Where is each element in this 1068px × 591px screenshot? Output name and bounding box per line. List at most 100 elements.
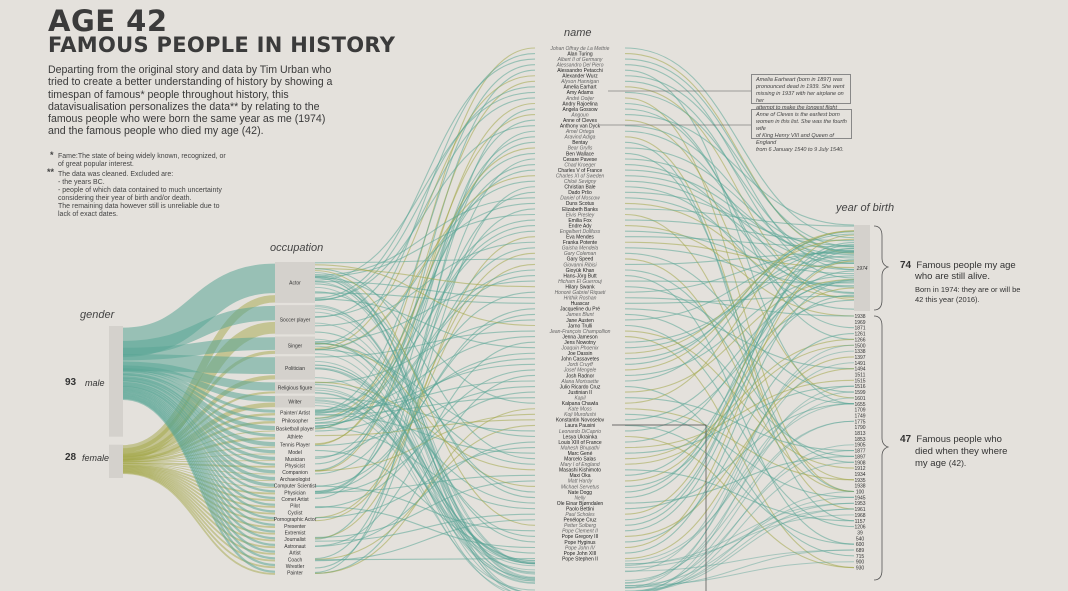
year-label-1266-4: 1266 (854, 337, 865, 343)
alive-sub2: 42 this year (2016). (915, 295, 980, 304)
name-label-alessandro-petacchi: Alessandro Petacchi (557, 68, 603, 74)
occupation-node-religious-figure (275, 381, 315, 394)
year-label-1599-13: 1599 (854, 390, 865, 396)
flow-name-year-17 (624, 141, 855, 522)
flow-occupation-name-67 (314, 419, 536, 437)
flow-occupation-name-76 (314, 381, 536, 471)
flow-gender-occupation-male-9 (122, 372, 276, 437)
flow-name-year-64 (624, 230, 855, 404)
gender-node-male (109, 326, 123, 437)
occupation-label-painter-artist: Painter/ Artist (280, 411, 310, 417)
name-label-pope-john-xiii: Pope John XIII (564, 551, 597, 557)
year-label-600-39: 600 (856, 542, 865, 548)
flow-gender-occupation-female-29 (122, 472, 276, 575)
name-label-elizabeth-banks: Elizabeth Banks (562, 207, 598, 213)
year-label-1749-17: 1749 (854, 413, 865, 419)
flow-name-year-extra-3 (624, 502, 855, 565)
flow-name-year-14 (624, 125, 855, 264)
flow-occupation-name-35 (314, 241, 536, 327)
flow-name-year-34 (624, 236, 855, 248)
flow-occupation-name-extra-26 (314, 308, 536, 574)
year-label-930-43: 930 (856, 566, 865, 572)
flow-name-year-50 (624, 324, 855, 528)
flow-occupation-name-extra-3 (314, 364, 536, 564)
occupation-label-cyclist: Cyclist (288, 510, 303, 516)
flow-name-year-extra-10 (652, 461, 855, 591)
name-label-gary-speed: Gary Speed (567, 257, 594, 263)
flow-name-year-58 (624, 230, 855, 371)
name-label-duns-scotus: Duns Scotus (566, 201, 595, 207)
name-label-konstantin-novoselov: Konstantin Novoselov (556, 418, 605, 424)
fame-note-line2: of great popular interest. (58, 161, 134, 168)
year-label-1709-16: 1709 (854, 408, 865, 414)
flow-occupation-name-extra-5 (314, 392, 536, 579)
name-label-josh-radnor: Josh Radnor (566, 373, 595, 379)
year-label-1908-25: 1908 (854, 460, 865, 466)
earhart-line2: pronounced dead in 1939. She went (756, 84, 845, 90)
flow-occupation-name-73 (314, 414, 536, 454)
name-label-joaquin-phoenix: Joaquin Phoenix (561, 346, 599, 352)
name-label-angela-gossow: Angela Gossow (562, 107, 597, 113)
name-label-aravind-adiga: Aravind Adiga (564, 135, 596, 141)
name-label-pope-gregory-iii: Pope Gregory III (562, 534, 599, 540)
name-label-arnel-ortega: Arnel Ortega (565, 129, 595, 135)
flow-occupation-name-extra-22 (314, 322, 536, 564)
flow-name-year-72 (624, 379, 855, 449)
flow-name-year-74 (624, 338, 855, 460)
flow-occupation-name-23 (314, 175, 536, 351)
flow-occupation-name-extra-8 (314, 306, 536, 575)
gender-axis-title: gender (80, 309, 115, 321)
name-label-paul-scholes: Paul Scholes (565, 512, 595, 518)
name-label-pope-clement-ii: Pope Clement II (562, 529, 598, 535)
occupation-label-physicist: Physicist (285, 464, 305, 470)
flow-occupation-name-38 (314, 258, 536, 264)
flow-occupation-name-extra-21 (314, 377, 536, 562)
year-label-1935-28: 1935 (854, 478, 865, 484)
year-label-1157-35: 1157 (855, 519, 866, 525)
flow-gender-occupation-male-12 (122, 377, 276, 460)
name-label-alan-turing: Alan Turing (567, 51, 593, 57)
year-label-1601-14: 1601 (854, 396, 865, 402)
flow-name-year-extra-17 (630, 420, 855, 591)
flow-gender-occupation-male-20 (122, 388, 276, 513)
name-label-jenna-jameson: Jenna Jameson (562, 334, 598, 340)
name-label-endre-ady: Endre Ady (568, 223, 592, 229)
flow-occupation-name-extra-19 (314, 304, 520, 591)
occupation-label-philosopher: Philosopher (282, 419, 309, 425)
name-label-honor-gabriel-riqueti: Honoré Gabriel Riqueti (555, 290, 607, 296)
flow-gender-occupation-male-6 (122, 368, 276, 413)
occupation-label-presenter: Presenter (284, 524, 306, 530)
flow-gender-occupation-male-1 (122, 305, 276, 356)
name-label-emilia-fox: Emilia Fox (568, 218, 592, 224)
earhart-annotation: Amelia Earheart (born in 1897) was prono… (751, 74, 851, 118)
year-label-1206-36: 1206 (854, 525, 865, 531)
occupation-label-pornographic-actor: Pornographic Actor (274, 517, 317, 523)
flow-occupation-name-84 (314, 513, 536, 542)
occupation-label-actor: Actor (289, 280, 301, 286)
flow-name-year-extra-9 (624, 397, 855, 584)
flow-name-year-80 (624, 241, 855, 493)
flow-occupation-name-89 (314, 331, 536, 543)
flow-name-year-63 (624, 397, 855, 452)
name-label-jens-nowotny: Jens Nowotny (564, 340, 596, 346)
name-label-kapil: Kapil (574, 395, 586, 401)
flow-occupation-name-87 (314, 485, 536, 532)
flow-name-year-62 (624, 278, 855, 393)
dead-line3a: my age (915, 458, 947, 469)
dead-callout-line2: died when they where (915, 446, 1008, 457)
alive-bracket (873, 225, 890, 311)
flow-occupation-name-extra-13 (314, 360, 536, 584)
year-label-1397-7: 1397 (854, 355, 865, 361)
flow-name-year-32 (624, 225, 855, 317)
flow-gender-occupation-male-13 (122, 379, 276, 466)
year-label-39-37: 39 (857, 530, 863, 536)
flow-name-year-90 (624, 260, 855, 549)
year-label-1871-2: 1871 (854, 326, 865, 332)
flow-name-year-extra-16 (649, 444, 855, 591)
flow-occupation-name-90 (314, 506, 536, 549)
occupation-label-basketball-player: Basketball player (276, 427, 314, 433)
flow-occupation-name-61 (314, 386, 536, 447)
name-label-charles-xi-of-sweden: Charles XI of Sweden (556, 173, 605, 179)
flow-occupation-name-63 (314, 397, 536, 416)
flow-occupation-name-7 (314, 86, 536, 301)
